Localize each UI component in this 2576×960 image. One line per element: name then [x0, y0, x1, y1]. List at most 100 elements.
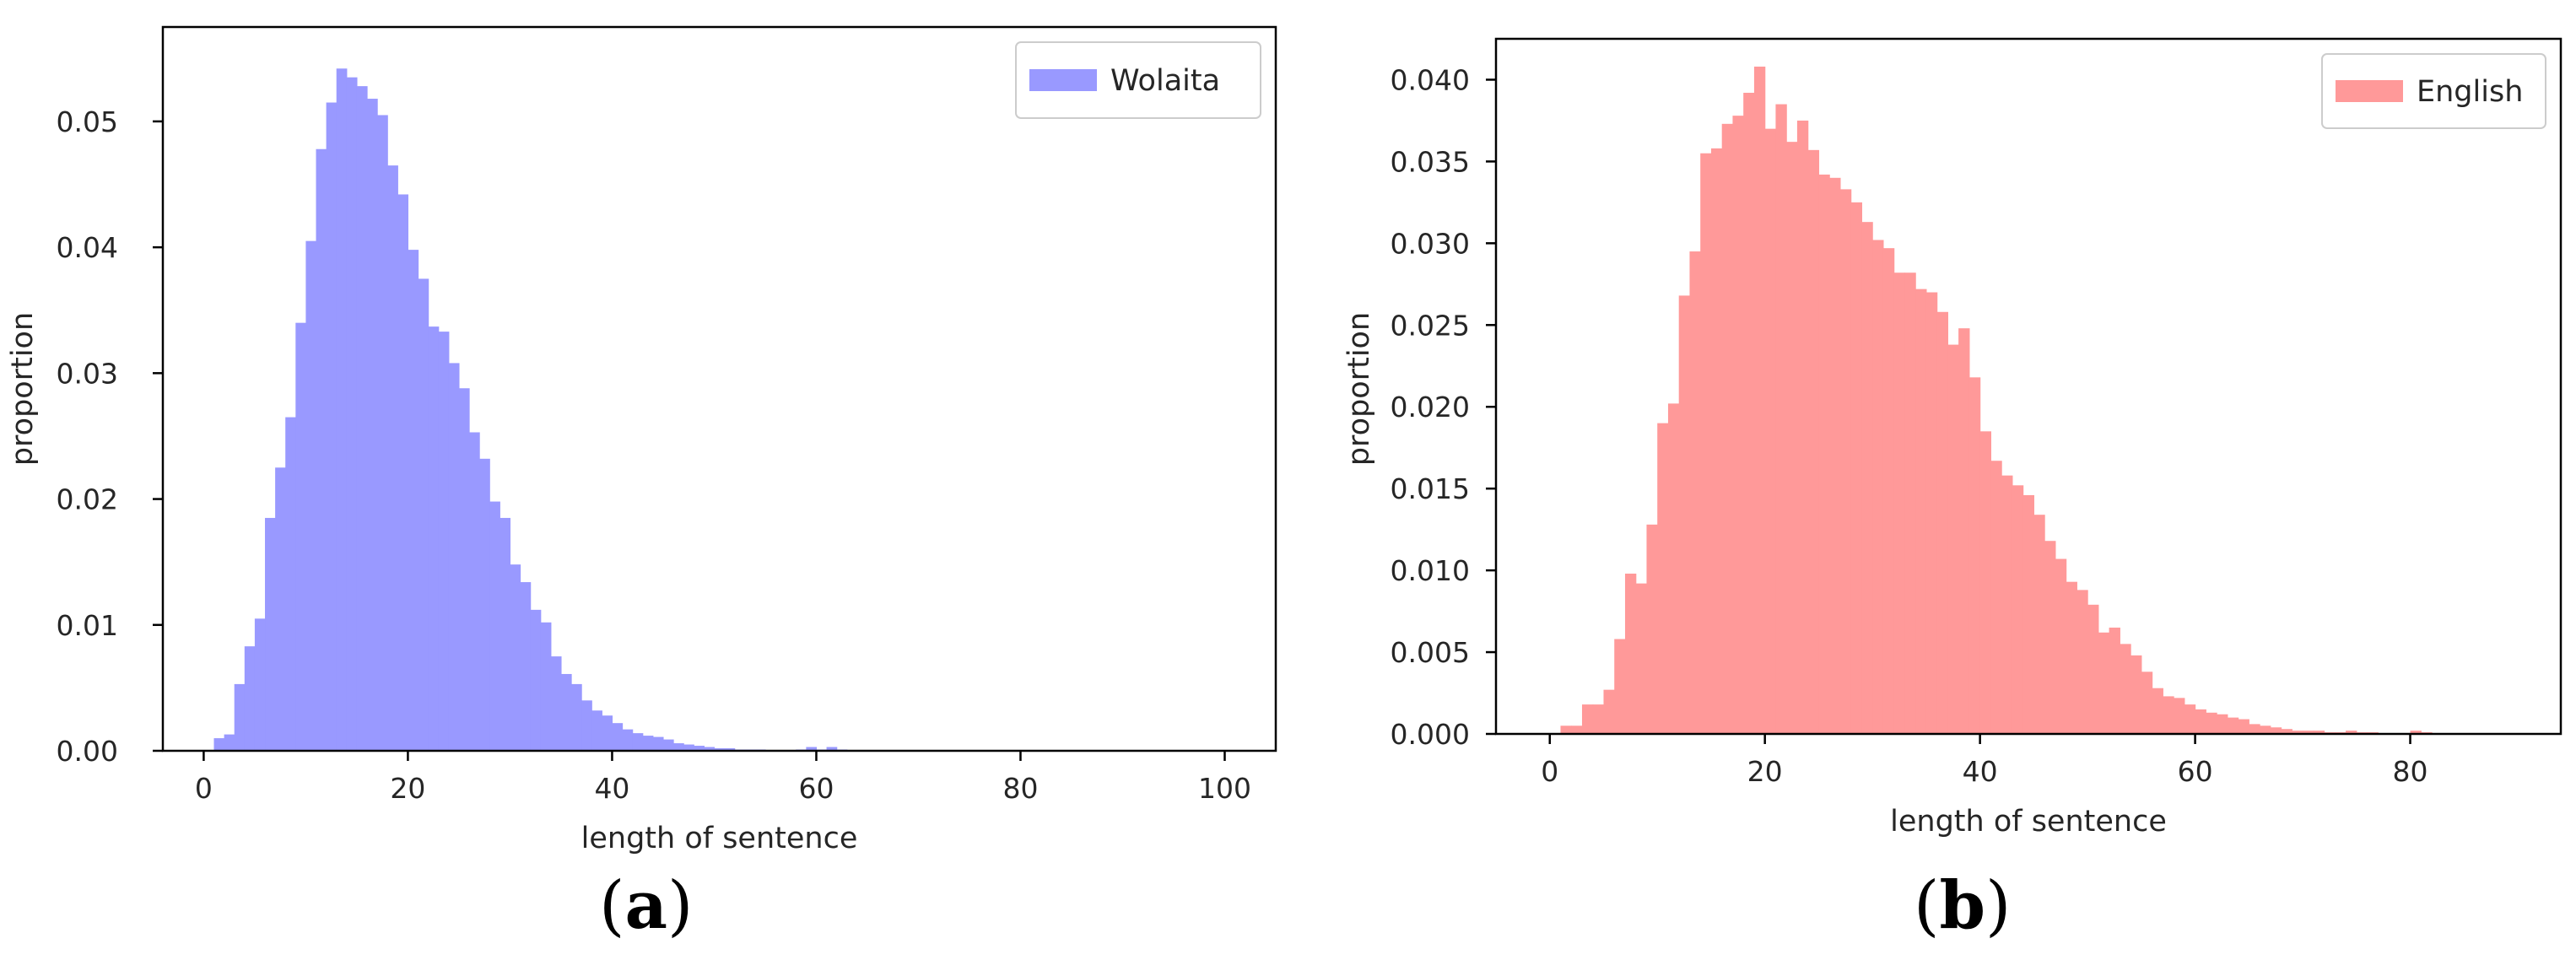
histogram-bar — [652, 736, 664, 751]
histogram-bar — [2313, 731, 2325, 734]
y-axis-label: proportion — [6, 312, 40, 466]
histogram-bar — [1775, 104, 1787, 735]
histogram-bar — [387, 165, 398, 751]
x-tick-label: 40 — [1963, 755, 1998, 788]
x-tick-label: 60 — [798, 772, 834, 805]
histogram-bar — [2055, 558, 2067, 734]
x-tick-label: 80 — [1002, 772, 1038, 805]
histogram-bar — [2281, 729, 2292, 734]
x-tick-label: 20 — [1747, 755, 1783, 788]
histogram-bar — [1700, 153, 1712, 734]
y-tick-label: 0.00 — [57, 735, 118, 768]
histogram-bar — [612, 723, 624, 751]
x-tick-label: 0 — [1541, 755, 1558, 788]
histogram-bar — [1624, 573, 1637, 734]
x-axis-label: length of sentence — [581, 822, 858, 855]
histogram-bar — [336, 68, 348, 751]
histogram-bar — [1571, 725, 1583, 734]
histogram-bar — [1936, 311, 1948, 734]
histogram-bar — [2249, 724, 2260, 734]
y-tick-label: 0.04 — [57, 231, 118, 264]
histogram-bar — [540, 622, 552, 751]
x-tick-label: 0 — [195, 772, 213, 805]
histogram-bar — [673, 743, 684, 751]
x-tick-label: 60 — [2178, 755, 2213, 788]
histogram-bar — [377, 115, 388, 752]
histogram-bar — [1764, 128, 1777, 734]
histogram-bar — [367, 99, 378, 752]
histogram-bar — [2184, 704, 2196, 734]
histogram-bar — [714, 748, 726, 751]
histogram-bar — [683, 744, 694, 751]
histogram-bar — [2130, 655, 2142, 734]
histogram-bar — [326, 102, 338, 751]
y-tick-label: 0.02 — [57, 483, 118, 516]
histogram-bar — [1829, 177, 1841, 735]
histogram-bar — [2346, 731, 2357, 734]
histogram-bar — [428, 326, 440, 751]
histogram-bar — [530, 609, 542, 751]
histogram-bar — [489, 501, 500, 751]
y-tick-label: 0.03 — [57, 357, 118, 390]
histogram-chart-b: 0.000 0.005 0.010 0.015 0.020 0.025 0.030 0.035… — [1342, 37, 2562, 839]
histogram-bar — [2141, 671, 2153, 734]
histogram-bar — [1990, 461, 2002, 734]
histogram-bar — [469, 432, 480, 751]
histogram-bar — [356, 86, 368, 751]
panel-label-a: (a) — [599, 867, 694, 944]
histogram-bar — [2270, 727, 2282, 734]
histogram-bar — [254, 618, 266, 751]
y-tick-label: 0.040 — [1391, 63, 1470, 96]
histogram-bar — [622, 729, 634, 751]
y-tick-label: 0.020 — [1391, 391, 1470, 423]
histogram-bar — [1614, 639, 1626, 734]
y-tick-label: 0.030 — [1391, 227, 1470, 260]
y-tick-label: 0.05 — [57, 105, 118, 138]
legend-swatch — [1029, 69, 1097, 91]
histogram-bar — [1678, 295, 1691, 735]
x-tick-label: 80 — [2393, 755, 2428, 788]
histogram-bar — [2066, 581, 2077, 734]
panel-label-b: (b) — [1914, 867, 2012, 944]
histogram-bar — [1721, 123, 1734, 734]
histogram-bar — [2227, 717, 2239, 734]
histogram-bar — [2012, 485, 2024, 734]
histogram-bar — [806, 747, 818, 751]
y-tick-label: 0.010 — [1391, 554, 1470, 587]
histogram-bar — [2195, 709, 2206, 734]
histogram-bar — [581, 700, 592, 751]
histogram-bar — [1915, 289, 1927, 734]
histogram-bar — [1818, 174, 1830, 734]
histogram-bar — [662, 739, 674, 751]
histogram-bar — [1925, 292, 1938, 734]
histogram-bar — [826, 747, 838, 751]
legend-box — [2321, 53, 2546, 129]
histogram-bar — [1667, 403, 1680, 734]
x-tick-label: 40 — [594, 772, 629, 805]
histogram-bar — [2022, 494, 2034, 734]
histogram-bar — [1968, 377, 1981, 734]
histogram-bar — [2033, 515, 2045, 734]
histogram-bar — [591, 710, 602, 751]
histogram-bar — [1947, 344, 1959, 734]
histogram-bar — [1581, 704, 1594, 734]
x-tick-label: 20 — [390, 772, 425, 805]
axes-frame — [161, 25, 1277, 752]
histogram-bar — [1872, 240, 1884, 734]
histogram-bar — [2174, 698, 2185, 734]
histogram-bar — [1689, 251, 1701, 734]
histogram-bar — [275, 467, 286, 751]
histogram-bar — [305, 240, 317, 751]
histogram-bar — [560, 673, 572, 751]
x-tick-label: 100 — [1198, 772, 1251, 805]
histogram-bar — [694, 746, 705, 751]
histogram-bar — [316, 148, 327, 752]
y-tick-label: 0.035 — [1391, 145, 1470, 178]
histogram-bar — [2098, 632, 2110, 734]
y-tick-label: 0.01 — [57, 609, 118, 642]
histogram-bar — [724, 748, 736, 751]
histogram-bar — [2152, 688, 2163, 734]
histogram-bar — [1979, 431, 1991, 734]
y-tick-label: 0.000 — [1391, 718, 1470, 751]
